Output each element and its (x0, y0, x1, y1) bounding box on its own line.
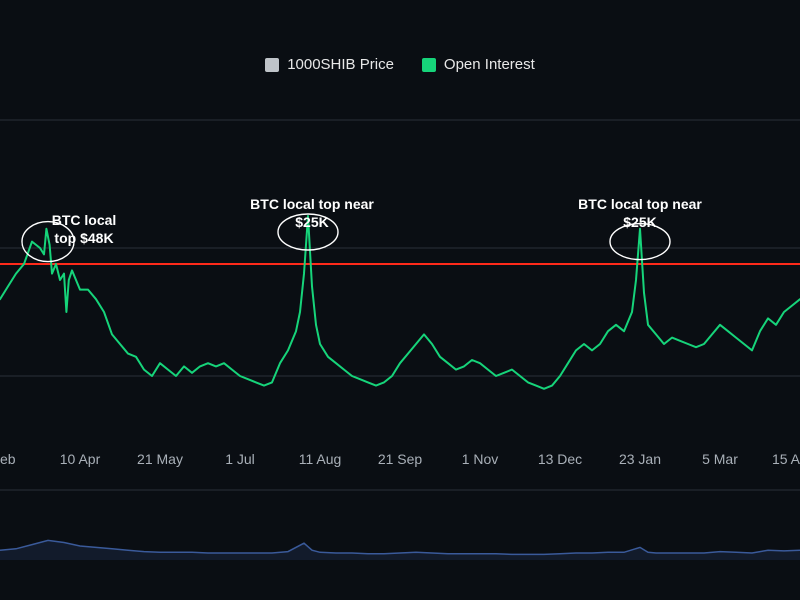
annotation-1: BTC local top near $25K (250, 196, 374, 231)
chart-svg: eb 10 Apr 21 May 1 Jul 11 Aug 21 Sep 1 Nov 13 D… (0, 0, 800, 600)
annotation-0: BTC local top $48K (52, 212, 117, 247)
legend-item-oi: Open Interest (422, 56, 535, 73)
svg-text:10 Apr: 10 Apr (60, 451, 101, 467)
svg-text:15 A: 15 A (772, 451, 800, 467)
svg-text:11 Aug: 11 Aug (299, 451, 342, 467)
annotation-2: BTC local top near $25K (578, 196, 702, 231)
svg-text:5 Mar: 5 Mar (702, 451, 738, 467)
chart-root: eb 10 Apr 21 May 1 Jul 11 Aug 21 Sep 1 Nov 13 D… (0, 0, 800, 600)
svg-text:23 Jan: 23 Jan (619, 451, 661, 467)
svg-text:21 May: 21 May (137, 451, 183, 467)
svg-text:1 Nov: 1 Nov (462, 451, 499, 467)
legend-swatch-oi (422, 58, 436, 72)
legend: 1000SHIB Price Open Interest (0, 56, 800, 73)
legend-item-price: 1000SHIB Price (265, 56, 394, 73)
legend-swatch-price (265, 58, 279, 72)
legend-label-price: 1000SHIB Price (287, 56, 394, 73)
svg-text:21 Sep: 21 Sep (378, 451, 423, 467)
svg-text:eb: eb (0, 451, 16, 467)
svg-text:1 Jul: 1 Jul (225, 451, 255, 467)
svg-text:13 Dec: 13 Dec (538, 451, 582, 467)
legend-label-oi: Open Interest (444, 56, 535, 73)
